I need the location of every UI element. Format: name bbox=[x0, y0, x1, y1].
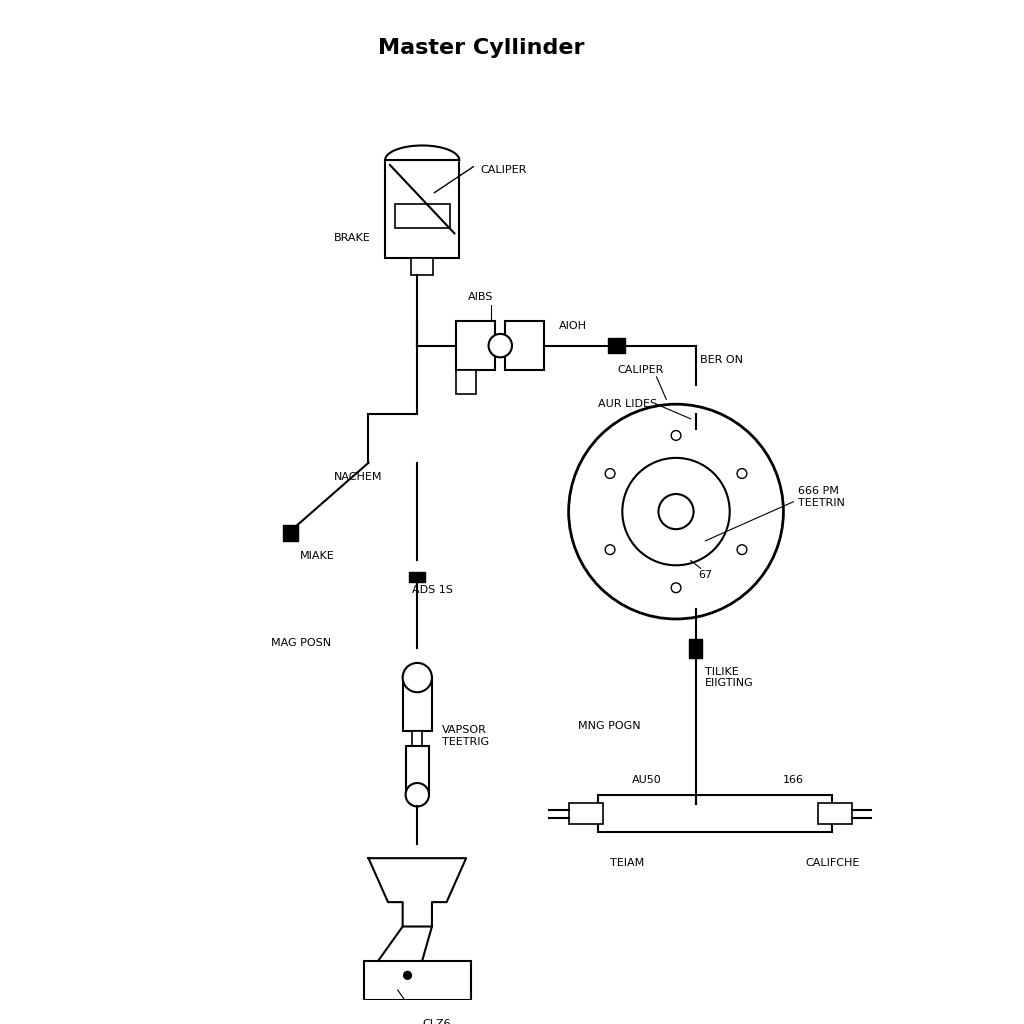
Text: BRAKE: BRAKE bbox=[334, 233, 371, 244]
Circle shape bbox=[402, 663, 432, 692]
Bar bbox=[457, 322, 496, 370]
Circle shape bbox=[605, 545, 615, 555]
Bar bbox=[406, 745, 429, 795]
Bar bbox=[457, 370, 476, 394]
Circle shape bbox=[623, 458, 730, 565]
Text: MIAKE: MIAKE bbox=[300, 551, 335, 560]
Bar bbox=[402, 678, 432, 731]
Text: CLZ6: CLZ6 bbox=[422, 1019, 451, 1024]
Text: CALIPER: CALIPER bbox=[617, 365, 664, 375]
Text: 166: 166 bbox=[782, 775, 804, 785]
Bar bbox=[598, 795, 833, 831]
Circle shape bbox=[568, 404, 783, 618]
Text: 666 PM
TEETRIN: 666 PM TEETRIN bbox=[798, 486, 845, 508]
Text: NACHEM: NACHEM bbox=[334, 472, 383, 482]
Bar bbox=[412, 258, 433, 275]
Circle shape bbox=[406, 783, 429, 807]
Circle shape bbox=[737, 469, 746, 478]
Bar bbox=[395, 204, 450, 228]
Text: AIBS: AIBS bbox=[468, 292, 494, 302]
Text: TILIKE
EIIGTING: TILIKE EIIGTING bbox=[706, 667, 754, 688]
Text: MAG POSN: MAG POSN bbox=[271, 638, 331, 648]
Text: AU50: AU50 bbox=[632, 775, 662, 785]
Circle shape bbox=[658, 494, 693, 529]
Bar bbox=[568, 803, 603, 824]
FancyBboxPatch shape bbox=[385, 160, 460, 258]
Circle shape bbox=[671, 583, 681, 593]
Circle shape bbox=[488, 334, 512, 357]
Text: Master Cyllinder: Master Cyllinder bbox=[378, 38, 584, 58]
Text: TEIAM: TEIAM bbox=[610, 858, 644, 868]
Bar bbox=[413, 731, 422, 745]
Text: AUR LIDES: AUR LIDES bbox=[598, 399, 657, 410]
Text: BER ON: BER ON bbox=[700, 355, 743, 366]
Circle shape bbox=[737, 545, 746, 555]
Circle shape bbox=[403, 972, 412, 979]
Text: ADS 1S: ADS 1S bbox=[413, 585, 454, 595]
Text: AIOH: AIOH bbox=[559, 321, 587, 331]
Text: VAPSOR
TEETRIG: VAPSOR TEETRIG bbox=[441, 725, 488, 746]
Bar bbox=[364, 961, 471, 999]
Text: CALIFCHE: CALIFCHE bbox=[805, 858, 859, 868]
Text: CALIPER: CALIPER bbox=[480, 165, 527, 175]
Text: MNG POGN: MNG POGN bbox=[579, 721, 641, 731]
Bar bbox=[505, 322, 544, 370]
Circle shape bbox=[671, 430, 681, 440]
Bar bbox=[817, 803, 852, 824]
Text: 67: 67 bbox=[698, 570, 713, 580]
Circle shape bbox=[605, 469, 615, 478]
